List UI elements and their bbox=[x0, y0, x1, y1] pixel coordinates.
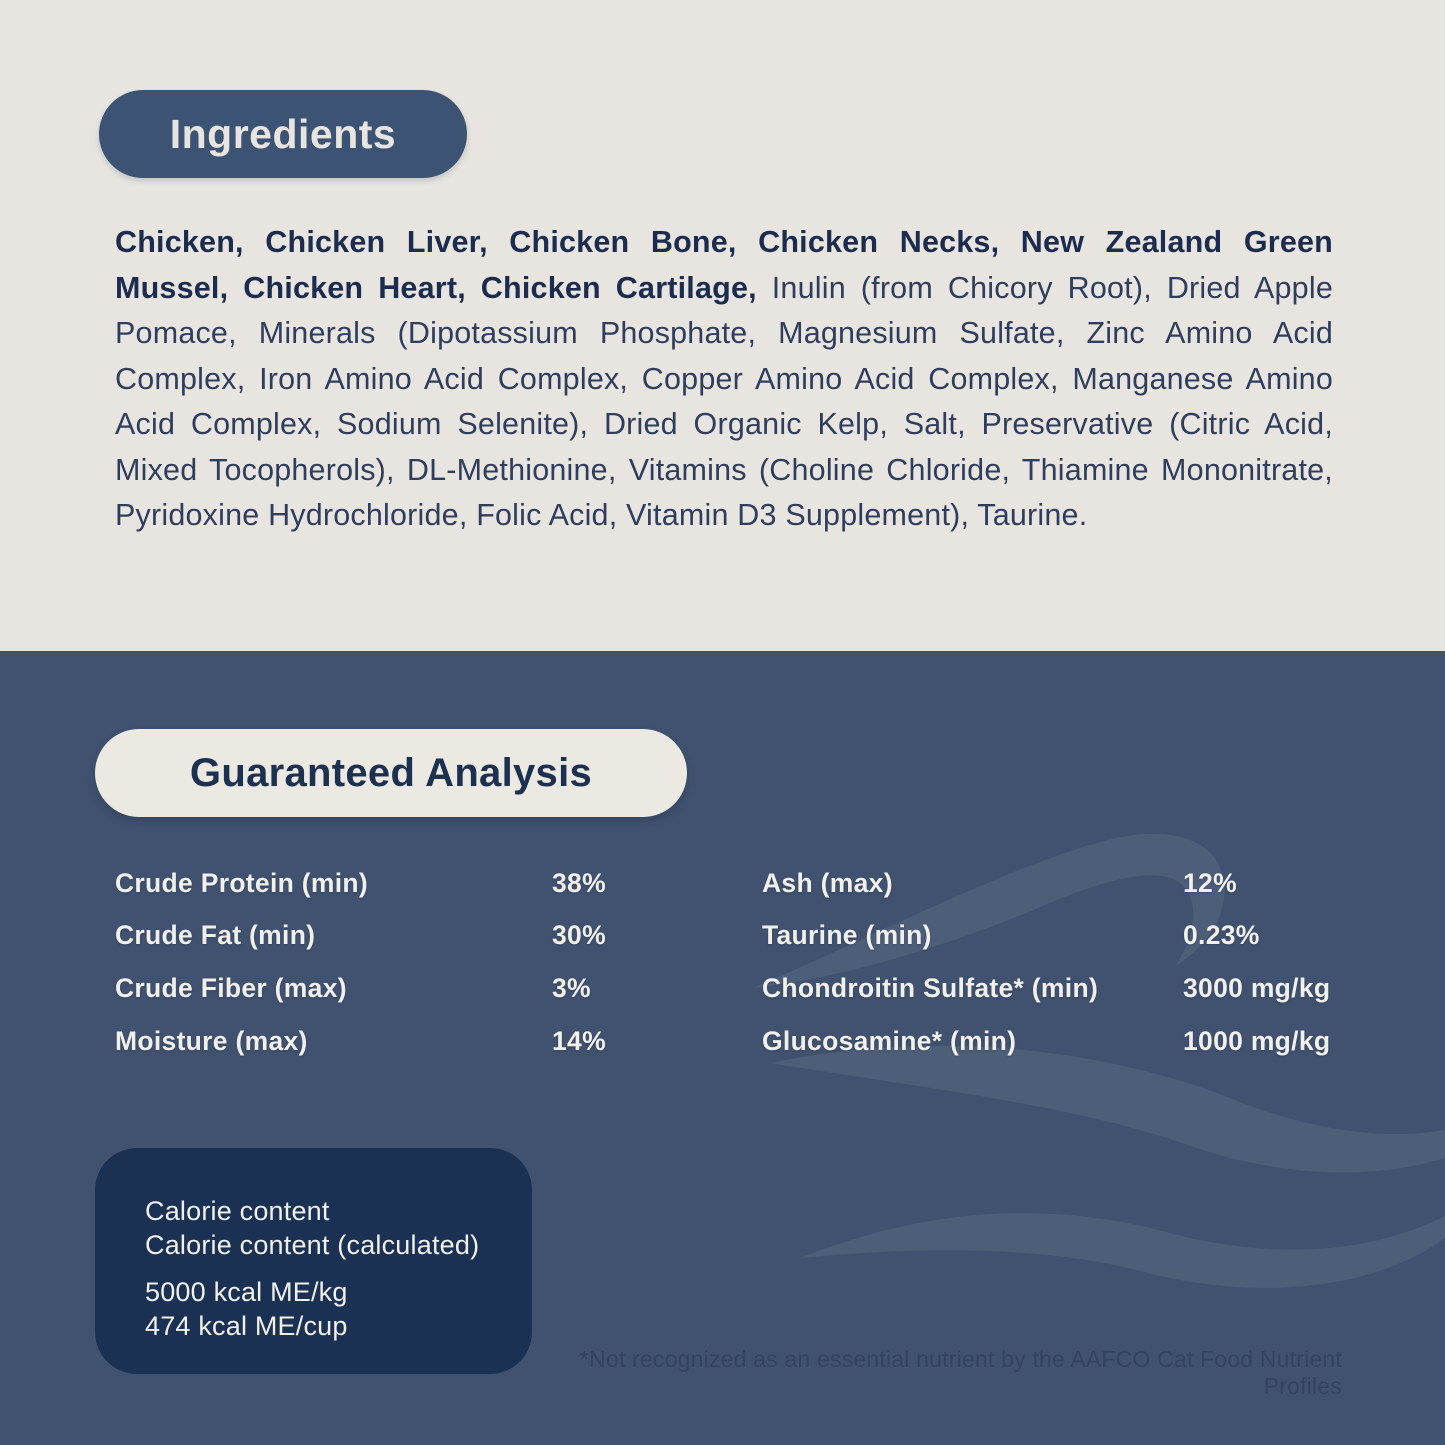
analysis-row-value: 14% bbox=[552, 1026, 606, 1056]
analysis-row-label: Ash (max) bbox=[762, 868, 893, 898]
analysis-row-value: 3% bbox=[552, 973, 591, 1003]
analysis-row-label: Crude Fiber (max) bbox=[115, 973, 347, 1003]
analysis-title: Guaranteed Analysis bbox=[189, 750, 593, 795]
aafco-footnote: *Not recognized as an essential nutrient… bbox=[579, 1346, 1342, 1399]
analysis-row-label: Crude Fat (min) bbox=[115, 920, 316, 950]
ingredients-title-pill: Ingredients bbox=[99, 90, 467, 178]
ingredients-title: Ingredients bbox=[169, 110, 397, 157]
calorie-kcal-per-kg: 5000 kcal ME/kg bbox=[145, 1277, 348, 1307]
ingredients-regular-text: Inulin (from Chicory Root), Dried Apple … bbox=[115, 270, 1333, 533]
analysis-row-value: 12% bbox=[1183, 868, 1237, 898]
analysis-title-pill: Guaranteed Analysis bbox=[95, 729, 687, 817]
ingredients-paragraph: Chicken, Chicken Liver, Chicken Bone, Ch… bbox=[115, 220, 1333, 539]
analysis-table: Crude Protein (min) 38% Crude Fat (min) … bbox=[0, 651, 1445, 1445]
analysis-row-label: Taurine (min) bbox=[762, 920, 932, 950]
calorie-content-label: Calorie content bbox=[145, 1196, 330, 1226]
analysis-row-label: Moisture (max) bbox=[115, 1026, 308, 1056]
calorie-kcal-per-cup: 474 kcal ME/cup bbox=[145, 1311, 348, 1341]
analysis-row-value: 3000 mg/kg bbox=[1183, 973, 1331, 1003]
analysis-row-label: Glucosamine* (min) bbox=[762, 1026, 1017, 1056]
analysis-row-value: 1000 mg/kg bbox=[1183, 1026, 1331, 1056]
analysis-row-value: 0.23% bbox=[1183, 920, 1260, 950]
ingredients-section: Ingredients Chicken, Chicken Liver, Chic… bbox=[0, 0, 1445, 651]
guaranteed-analysis-section: Guaranteed Analysis Crude Protein (min) … bbox=[0, 651, 1445, 1445]
analysis-row-label: Crude Protein (min) bbox=[115, 868, 369, 898]
ingredients-bold-text: Chicken, Chicken Liver, Chicken Bone, Ch… bbox=[115, 225, 1333, 305]
calorie-content-box: Calorie content Calorie content (calcula… bbox=[95, 1148, 532, 1374]
analysis-row-value: 38% bbox=[552, 868, 606, 898]
calorie-content-calculated-label: Calorie content (calculated) bbox=[145, 1230, 480, 1260]
analysis-row-label: Chondroitin Sulfate* (min) bbox=[762, 973, 1099, 1003]
analysis-row-value: 30% bbox=[552, 920, 606, 950]
